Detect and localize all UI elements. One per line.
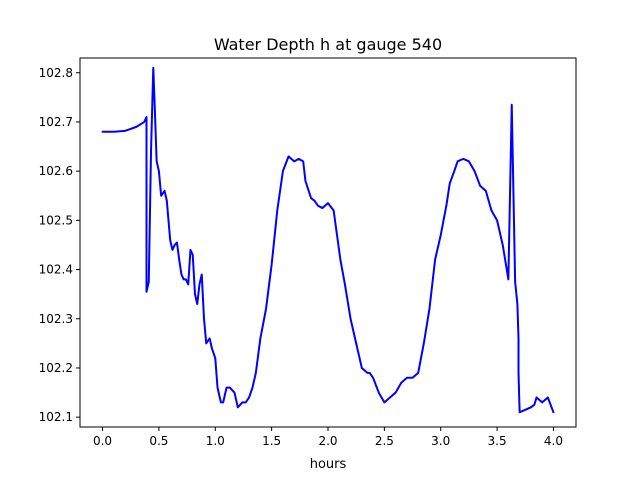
plot-frame (79, 57, 577, 428)
x-tick-label: 0.0 (93, 434, 112, 448)
x-tick-label: 3.0 (431, 434, 450, 448)
y-tick-label: 102.2 (39, 361, 73, 375)
chart-title: Water Depth h at gauge 540 (214, 35, 442, 54)
x-axis-ticks: 0.0 0.5 1.0 1.5 2.0 2.5 3.0 3.5 4.0 (93, 427, 563, 448)
y-tick-label: 102.8 (39, 66, 73, 80)
x-tick-label: 1.5 (262, 434, 281, 448)
y-tick-label: 102.3 (39, 312, 73, 326)
x-tick-label: 4.0 (544, 434, 563, 448)
x-tick-label: 3.5 (488, 434, 507, 448)
series-layer (101, 66, 555, 414)
x-tick-label: 1.0 (206, 434, 225, 448)
x-tick-label: 0.5 (149, 434, 168, 448)
x-tick-label: 2.5 (375, 434, 394, 448)
x-axis-label: hours (310, 457, 347, 472)
y-tick-label: 102.6 (39, 164, 73, 178)
y-tick-label: 102.4 (39, 263, 73, 277)
y-tick-label: 102.1 (39, 410, 73, 424)
y-tick-label: 102.7 (39, 115, 73, 129)
x-tick-label: 2.0 (318, 434, 337, 448)
series-line-0 (101, 66, 555, 414)
y-tick-label: 102.5 (39, 213, 73, 227)
y-axis-ticks: 102.1 102.2 102.3 102.4 102.5 102.6 102.7 102.8 (39, 66, 80, 424)
